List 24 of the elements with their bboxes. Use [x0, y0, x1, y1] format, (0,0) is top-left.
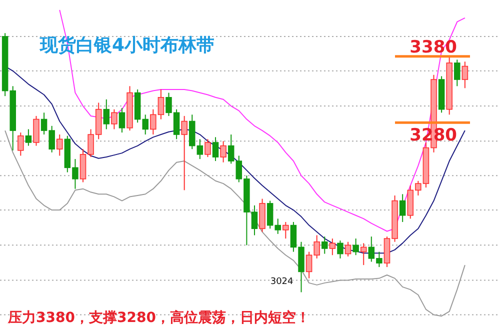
candlestick [322, 236, 328, 254]
candlestick [18, 132, 24, 156]
candlestick [56, 134, 63, 156]
candlestick [399, 194, 406, 222]
candlestick [212, 136, 219, 162]
candlestick [337, 240, 344, 259]
candlestick [360, 242, 367, 266]
candlestick [103, 98, 110, 130]
annotation: 3024 [270, 277, 294, 288]
candlestick [33, 115, 40, 146]
candlestick [282, 221, 289, 240]
annotation: 压力3380，支撑3280，高位震荡，日内短空！ [7, 309, 310, 326]
candlestick [462, 61, 468, 89]
candlestick [181, 115, 188, 191]
candlestick [454, 59, 460, 87]
candlestick [220, 140, 226, 163]
candlestick [329, 238, 336, 256]
candlestick [25, 128, 32, 146]
candlestick [228, 134, 234, 164]
candlestick [352, 238, 359, 256]
candlestick [111, 108, 118, 130]
candlestick [118, 108, 126, 134]
candlestick [344, 241, 352, 257]
candlestick [204, 138, 211, 158]
